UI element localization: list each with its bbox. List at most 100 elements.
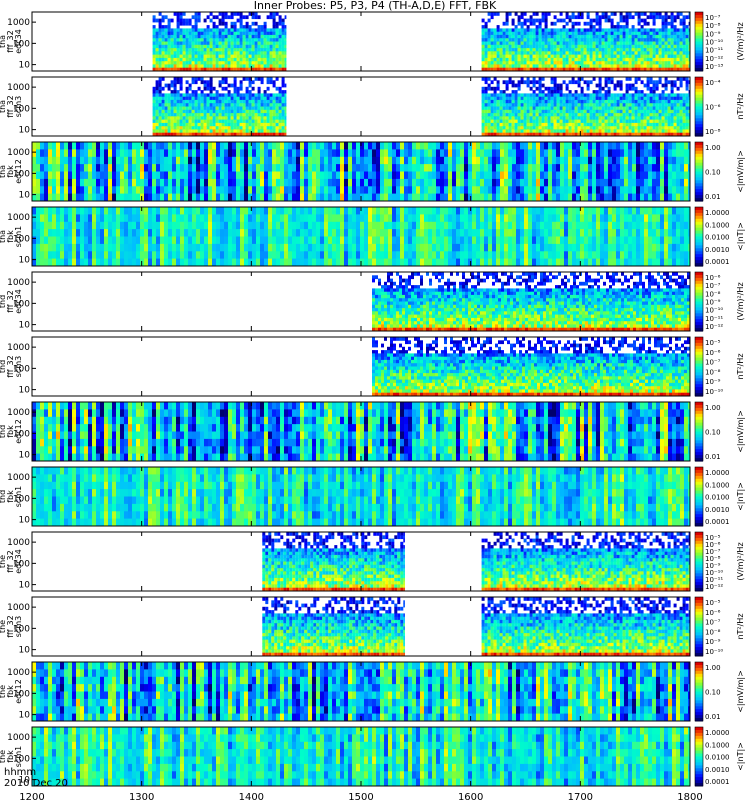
spectral-cell — [628, 103, 632, 107]
spectral-cell — [544, 103, 548, 107]
spectral-cell — [268, 193, 272, 202]
spectral-cell — [192, 178, 196, 187]
spectral-cell — [628, 113, 632, 117]
spectral-cell — [200, 116, 204, 121]
spectral-cell — [493, 86, 497, 91]
spectral-cell — [244, 178, 248, 187]
spectral-cell — [595, 129, 599, 134]
spectral-cell — [676, 41, 680, 46]
spectral-cell — [496, 96, 500, 101]
spectral-cell — [607, 44, 611, 49]
panel-ylabel: fff_32 — [6, 30, 15, 53]
spectral-cell — [416, 193, 420, 202]
spectral-cell — [592, 171, 596, 180]
spectral-cell — [500, 164, 504, 172]
spectral-cell — [499, 106, 503, 111]
spectral-cell — [209, 83, 213, 88]
spectral-cell — [436, 178, 440, 187]
spectral-cell — [658, 80, 662, 85]
spectral-cell — [601, 119, 605, 124]
spectral-cell — [200, 122, 204, 127]
spectral-cell — [182, 61, 186, 65]
spectral-cell — [604, 171, 608, 180]
spectral-cell — [108, 171, 112, 180]
spectral-cell — [574, 21, 578, 26]
spectral-cell — [227, 67, 231, 72]
spectral-cell — [254, 34, 258, 39]
spectral-cell — [440, 156, 444, 165]
spectral-cell — [487, 34, 491, 39]
spectral-cell — [607, 31, 611, 36]
spectral-cell — [664, 38, 668, 42]
spectral-cell — [607, 80, 611, 85]
spectral-cell — [148, 193, 152, 202]
spectral-cell — [184, 142, 188, 150]
spectral-cell — [176, 18, 180, 23]
spectral-cell — [550, 93, 554, 98]
spectral-cell — [574, 126, 578, 130]
spectral-cell — [496, 122, 500, 127]
spectral-cell — [176, 51, 180, 56]
spectral-cell — [649, 54, 653, 59]
spectral-cell — [571, 129, 575, 134]
spectral-cell — [619, 64, 623, 69]
spectral-cell — [607, 122, 611, 127]
spectral-cell — [541, 109, 545, 114]
spectral-cell — [344, 193, 348, 202]
spectral-cell — [676, 126, 680, 130]
spectral-cell — [188, 34, 192, 39]
spectral-cell — [161, 99, 165, 104]
spectral-cell — [652, 156, 656, 165]
spectral-cell — [496, 99, 500, 104]
spectral-cell — [586, 113, 590, 117]
spectral-cell — [308, 142, 312, 150]
spectral-cell — [505, 38, 509, 42]
spectral-cell — [80, 186, 84, 195]
spectral-cell — [170, 122, 174, 127]
spectral-cell — [280, 164, 284, 172]
spectral-cell — [136, 193, 140, 202]
spectral-cell — [679, 18, 683, 23]
spectral-cell — [613, 64, 617, 69]
spectral-cell — [278, 103, 282, 107]
spectral-cell — [170, 34, 174, 39]
spectral-cell — [643, 54, 647, 59]
spectral-cell — [257, 96, 261, 101]
spectral-cell — [556, 57, 560, 62]
spectral-cell — [185, 38, 189, 42]
spectral-cell — [568, 38, 572, 42]
spectral-cell — [292, 186, 296, 195]
spectral-cell — [392, 156, 396, 165]
spectral-cell — [236, 186, 240, 195]
spectral-cell — [80, 142, 84, 150]
spectral-cell — [524, 156, 528, 165]
spectral-cell — [230, 21, 234, 26]
spectral-cell — [517, 44, 521, 49]
spectral-cell — [688, 126, 690, 130]
spectral-cell — [328, 193, 332, 202]
spectral-cell — [48, 149, 52, 158]
spectral-cell — [511, 38, 515, 42]
spectral-cell — [256, 193, 260, 202]
spectral-cell — [158, 77, 162, 81]
spectral-cell — [32, 164, 36, 172]
spectral-cell — [634, 122, 638, 127]
spectral-cell — [80, 156, 84, 165]
spectral-cell — [476, 178, 480, 187]
spectral-cell — [523, 38, 527, 42]
spectral-cell — [200, 171, 204, 180]
spectral-cell — [278, 34, 282, 39]
spectral-cell — [520, 193, 524, 202]
spectral-cell — [164, 67, 168, 72]
spectral-cell — [148, 142, 152, 150]
spectral-cell — [356, 193, 360, 202]
colorbar-tick-label: 10⁻⁸ — [705, 128, 721, 136]
spectral-cell — [168, 178, 172, 187]
spectral-cell — [620, 156, 624, 165]
spectral-cell — [571, 103, 575, 107]
spectral-cell — [631, 122, 635, 127]
spectral-cell — [658, 109, 662, 114]
spectral-cell — [553, 21, 557, 26]
spectral-cell — [592, 25, 596, 29]
spectral-cell — [574, 64, 578, 69]
